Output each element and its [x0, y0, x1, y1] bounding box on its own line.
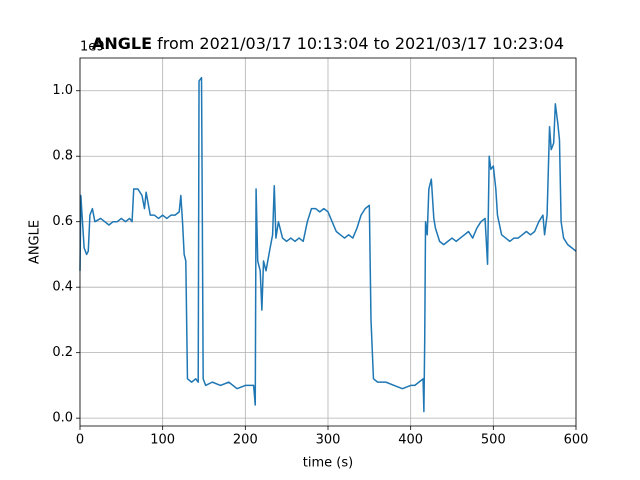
x-tick-label: 0: [76, 433, 84, 448]
y-tick-label: 0.6: [52, 214, 73, 229]
x-axis-label: time (s): [303, 456, 353, 471]
y-tick-label: 0.2: [52, 345, 73, 360]
x-tick-label: 600: [564, 433, 589, 448]
offset-label: 1e9: [80, 40, 105, 55]
x-tick-label: 200: [233, 433, 258, 448]
title-bold: ANGLE: [92, 34, 152, 53]
x-tick-label: 100: [150, 433, 175, 448]
y-axis-label: ANGLE: [28, 220, 43, 264]
x-tick-label: 500: [481, 433, 506, 448]
x-tick-label: 300: [316, 433, 341, 448]
grid: [79, 58, 577, 426]
chart-title: ANGLE from 2021/03/17 10:13:04 to 2021/0…: [92, 34, 564, 53]
y-tick-label: 0.0: [52, 411, 73, 426]
title-text: from 2021/03/17 10:13:04 to 2021/03/17 1…: [157, 34, 564, 53]
y-tick-label: 0.4: [52, 280, 73, 295]
y-tick-label: 0.8: [52, 149, 73, 164]
ticks: 0 100 200 300 400 500 600 0.0 0.2 0.4 0.6 0.8 1.0: [52, 83, 588, 447]
plot: [79, 76, 577, 413]
y-tick-label: 1.0: [52, 83, 73, 98]
x-tick-label: 400: [398, 433, 423, 448]
data-line: [79, 76, 577, 413]
